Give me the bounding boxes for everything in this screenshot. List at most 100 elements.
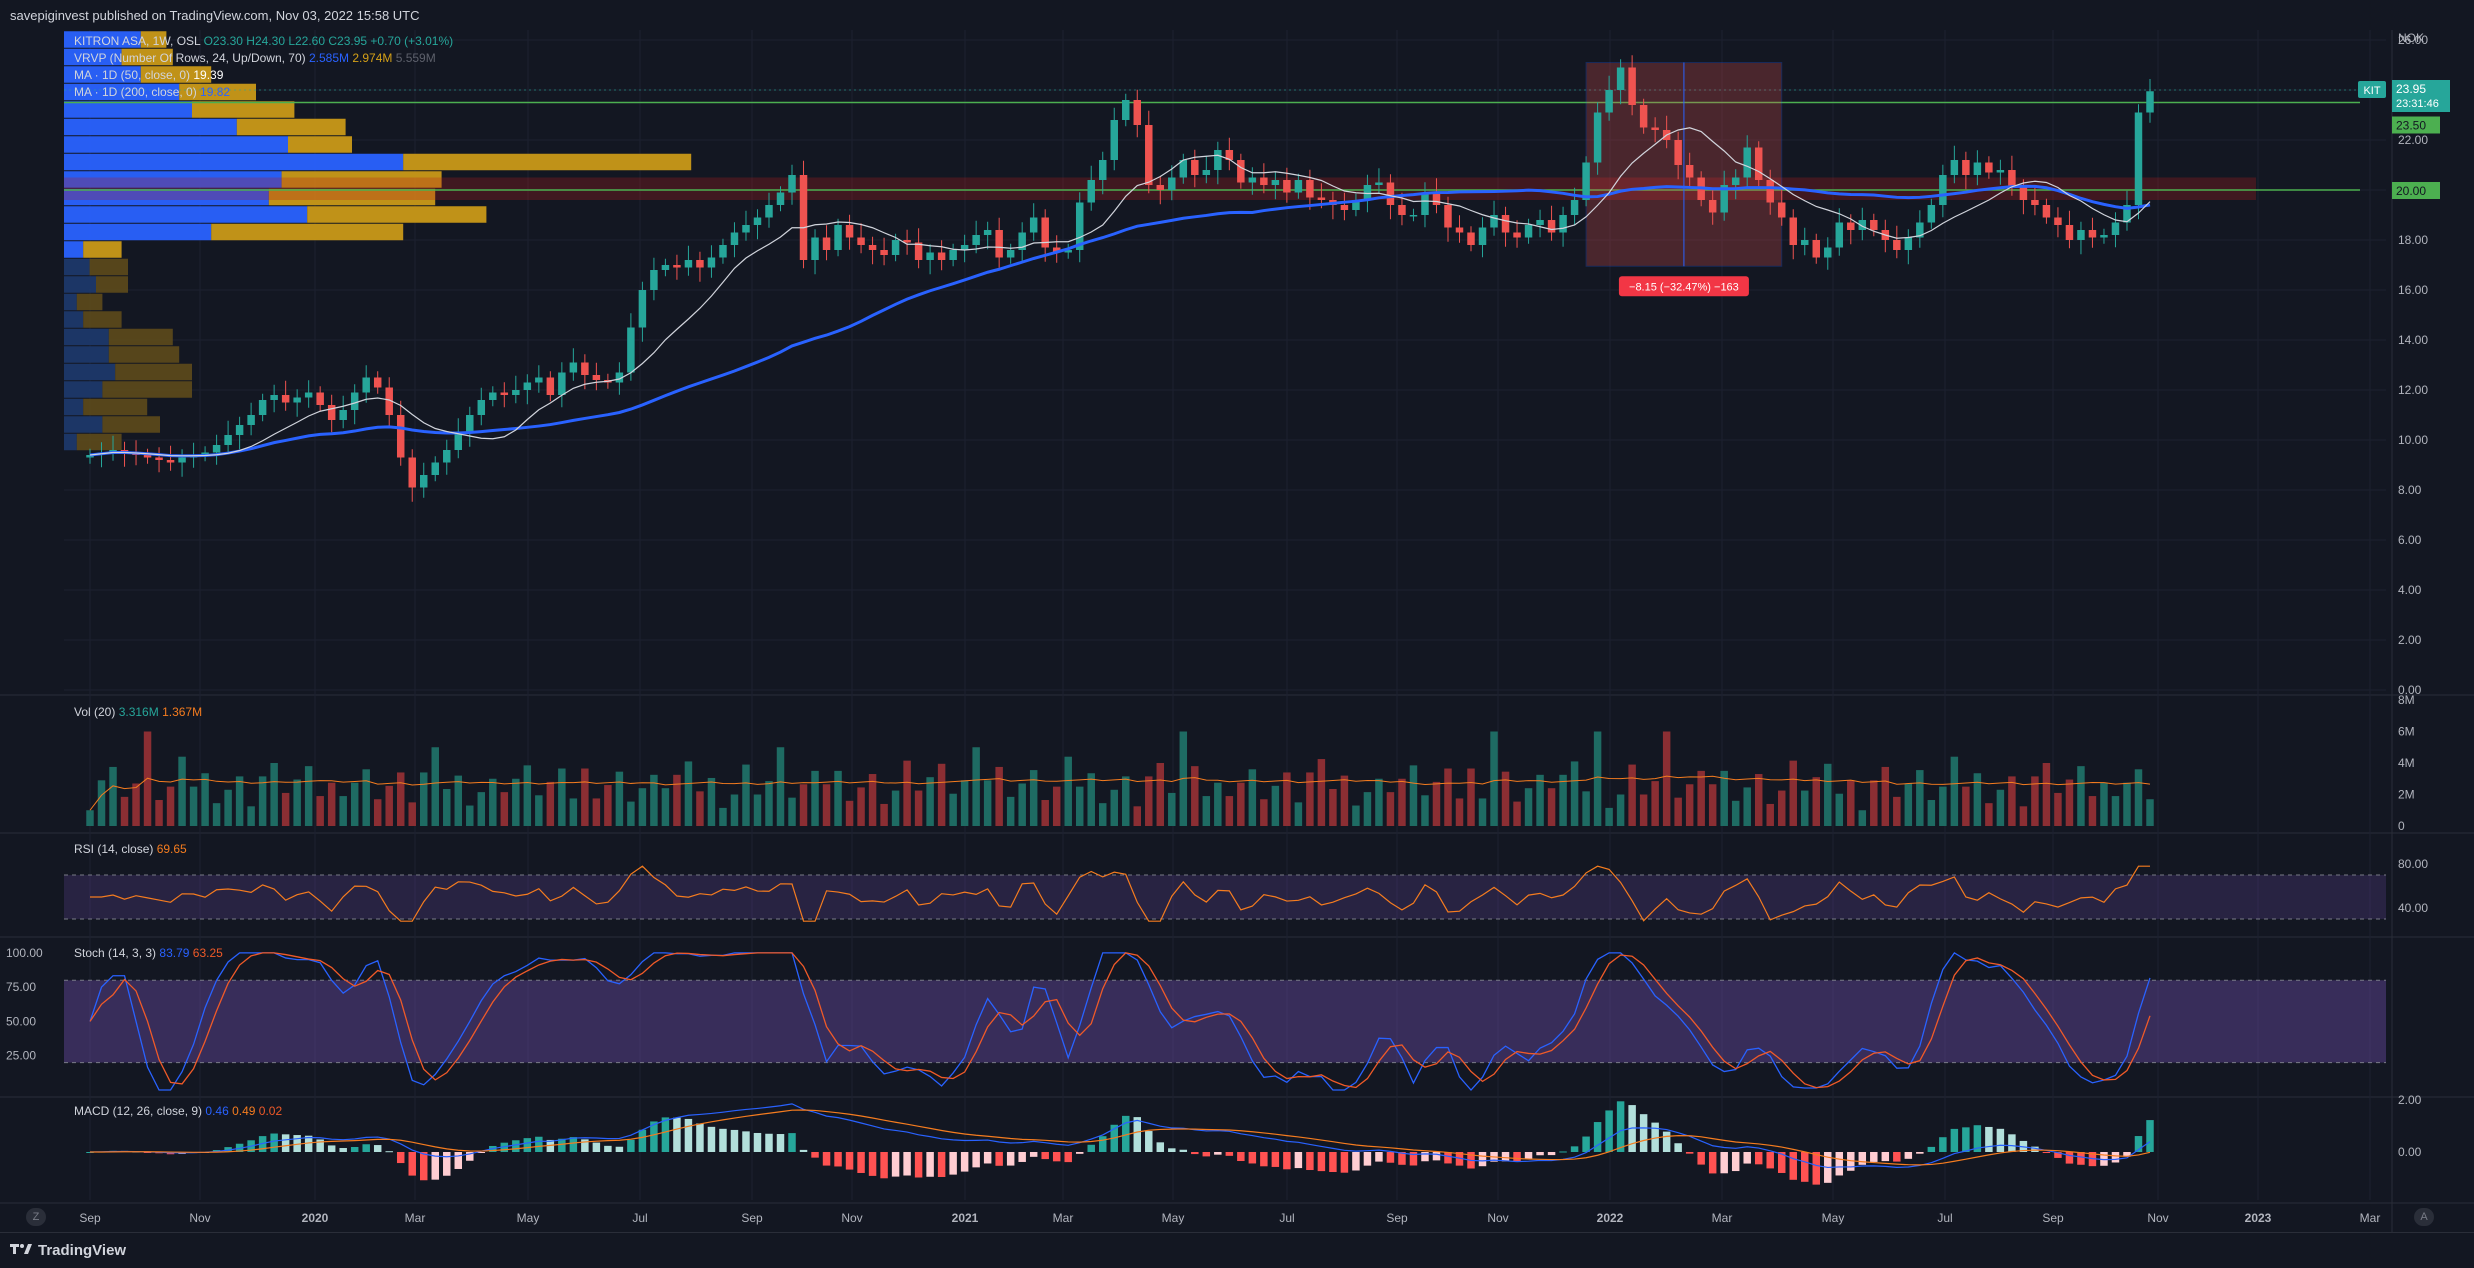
candle-up (765, 205, 773, 218)
vrvp-bar-up (64, 206, 308, 223)
macd-histogram-bar (937, 1152, 946, 1177)
candle-up (293, 397, 301, 403)
macd-histogram-bar (776, 1134, 785, 1152)
macd-histogram-bar (868, 1152, 877, 1176)
x-axis-tick-label: May (1162, 1211, 1185, 1225)
volume-bar (443, 788, 451, 826)
candle-down (1789, 217, 1797, 245)
volume-bar (2123, 782, 2131, 826)
vrvp-bar-up (64, 433, 77, 451)
legend-part: 0.46 (205, 1104, 232, 1118)
candle-down (1145, 125, 1153, 185)
volume-bar (1513, 801, 1521, 826)
candle-up (212, 445, 221, 453)
tradingview-logo[interactable]: TradingView (10, 1242, 126, 1259)
auto-scale-button[interactable]: A (2414, 1208, 2434, 1226)
candle-up (1179, 160, 1188, 178)
macd-histogram-bar (972, 1152, 980, 1168)
candle-up (776, 192, 785, 205)
macd-histogram-bar (1501, 1152, 1510, 1162)
candle-up (960, 245, 969, 250)
macd-histogram-bar (1064, 1152, 1072, 1163)
macd-histogram-bar (1075, 1152, 1084, 1154)
volume-bar (373, 799, 382, 826)
macd-histogram-bar (1985, 1126, 1993, 1152)
volume-bar (2146, 799, 2154, 826)
macd-histogram-bar (466, 1152, 474, 1161)
macd-axis-label: 2.00 (2398, 1093, 2422, 1107)
candle-up (420, 475, 428, 488)
tradingview-logo-icon (10, 1242, 32, 1259)
rsi-band (64, 875, 2386, 919)
candle-up (1029, 217, 1038, 233)
macd-histogram-bar (454, 1152, 463, 1169)
volume-bar (293, 779, 301, 826)
volume-bar (1329, 788, 1337, 826)
macd-histogram-bar (546, 1139, 555, 1152)
candle-up (1858, 220, 1867, 230)
volume-bar (1985, 803, 1993, 826)
macd-histogram-bar (1225, 1152, 1234, 1156)
candle-up (558, 372, 566, 395)
macd-histogram-bar (696, 1123, 704, 1152)
volume-bar (1754, 774, 1763, 826)
macd-histogram-bar (373, 1145, 382, 1152)
x-axis-tick-label: Sep (2042, 1211, 2064, 1225)
macd-histogram-bar (2100, 1152, 2108, 1166)
candle-up (1973, 162, 1982, 175)
macd-histogram-bar (788, 1133, 796, 1152)
candle-down (880, 250, 888, 255)
vrvp-bar-up (64, 381, 103, 398)
candle-up (834, 225, 842, 250)
price-axis-tick-label: 22.00 (2398, 133, 2428, 147)
macd-histogram-bar (1685, 1152, 1694, 1154)
vrvp-bar-up (64, 241, 84, 258)
candle-up (650, 270, 658, 290)
macd-histogram-bar (569, 1137, 578, 1152)
macd-histogram-bar (2008, 1134, 2016, 1152)
macd-histogram-bar (1052, 1152, 1061, 1162)
macd-histogram-bar (960, 1152, 969, 1172)
symbol-tag-bg (2358, 81, 2386, 98)
volume-bar (937, 763, 946, 826)
volume-bar (1340, 775, 1349, 826)
candle-up (431, 462, 439, 475)
macd-histogram-bar (2111, 1152, 2120, 1163)
macd-histogram-bar (1179, 1149, 1188, 1152)
x-axis-tick-label: Jul (632, 1211, 647, 1225)
macd-histogram-bar (304, 1135, 313, 1152)
vrvp-bar-down (76, 293, 103, 311)
candle-up (1536, 220, 1544, 225)
volume-axis-label: 6M (2398, 725, 2415, 739)
volume-bar (466, 805, 474, 826)
macd-histogram-bar (2134, 1136, 2143, 1152)
candle-up (2146, 91, 2154, 113)
macd-histogram-bar (765, 1133, 773, 1152)
candle-up (443, 450, 451, 463)
macd-histogram-bar (1570, 1146, 1579, 1152)
legend-part: 63.25 (193, 946, 223, 960)
zoom-button[interactable]: Z (26, 1208, 46, 1226)
macd-histogram-bar (995, 1152, 1003, 1166)
volume-bar (1352, 805, 1360, 826)
macd-histogram-bar (1122, 1115, 1130, 1152)
candle-down (2054, 217, 2062, 225)
volume-bar (1708, 784, 1717, 826)
volume-bar (420, 772, 428, 826)
volume-bar (339, 796, 347, 826)
macd-histogram-bar (891, 1152, 900, 1177)
candle-down (1306, 180, 1314, 198)
candle-up (1939, 175, 1947, 205)
macd-histogram-bar (1893, 1152, 1901, 1162)
macd-histogram-bar (1340, 1152, 1349, 1173)
candle-down (1962, 160, 1970, 175)
volume-bar (1029, 770, 1038, 826)
macd-histogram-bar (1973, 1125, 1982, 1152)
volume-bar (1202, 796, 1211, 826)
macd-histogram-bar (2123, 1152, 2131, 1157)
macd-histogram-bar (1697, 1152, 1705, 1165)
candle-down (1340, 205, 1349, 210)
candle-down (995, 230, 1003, 258)
x-axis-tick-label: Mar (1712, 1211, 1733, 1225)
